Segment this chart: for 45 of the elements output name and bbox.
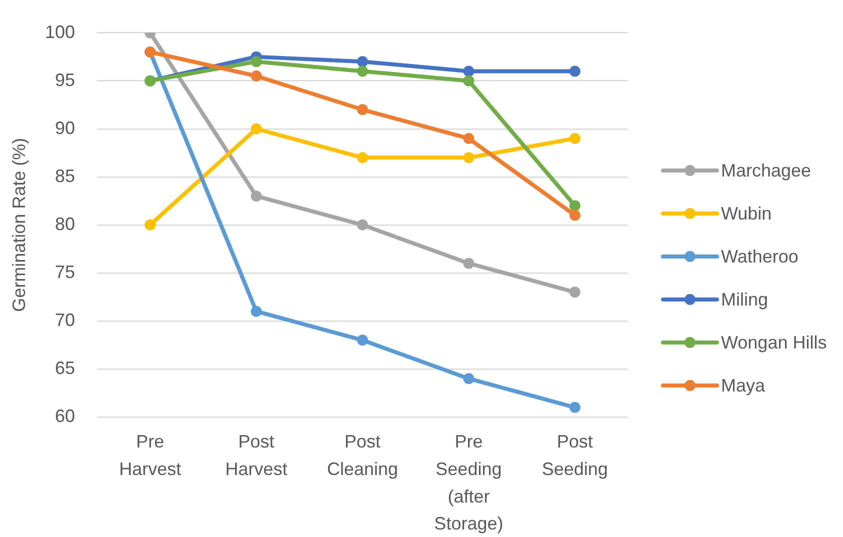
x-tick-label: Post Seeding — [542, 432, 608, 480]
legend-label: Wongan Hills — [721, 332, 827, 352]
point — [569, 66, 580, 77]
y-tick-label: 100 — [44, 22, 75, 42]
point — [569, 132, 580, 144]
point — [463, 258, 474, 269]
point — [463, 66, 474, 77]
y-tick-label: 95 — [54, 70, 75, 90]
point — [569, 210, 580, 221]
point — [463, 75, 474, 86]
point — [569, 402, 580, 413]
point — [357, 334, 368, 346]
point — [463, 373, 474, 384]
point — [357, 56, 368, 68]
y-tick-label: 80 — [54, 214, 75, 234]
point — [463, 132, 474, 144]
point — [250, 70, 262, 82]
point — [357, 66, 368, 77]
x-tick-label: Pre Seeding (after Storage) — [434, 432, 504, 534]
legend-label: Marchagee — [721, 160, 812, 180]
point — [463, 152, 474, 164]
y-tick-label: 65 — [54, 358, 75, 378]
point — [569, 286, 580, 298]
x-tick-label: Post Harvest — [225, 432, 288, 480]
legend-label: Wubin — [721, 203, 772, 224]
y-tick-label: 90 — [54, 118, 75, 138]
y-tick-label: 60 — [54, 406, 75, 426]
point — [250, 123, 262, 134]
y-axis-title: Germination Rate (%) — [8, 138, 29, 312]
legend-label: Maya — [721, 375, 766, 396]
point — [250, 56, 262, 68]
y-tick-label: 70 — [54, 310, 75, 330]
point — [357, 219, 368, 230]
x-tick-label: Pre Harvest — [119, 432, 182, 480]
y-tick-label: 85 — [54, 166, 75, 186]
point — [144, 219, 156, 230]
point — [569, 200, 580, 212]
point — [250, 306, 262, 317]
x-tick-label: Post Cleaning — [326, 432, 398, 480]
legend-label: Miling — [721, 289, 768, 310]
point — [357, 152, 368, 164]
point — [357, 104, 368, 116]
y-tick-label: 75 — [54, 262, 75, 282]
point — [250, 190, 262, 202]
legend-label: Watheroo — [721, 246, 798, 266]
